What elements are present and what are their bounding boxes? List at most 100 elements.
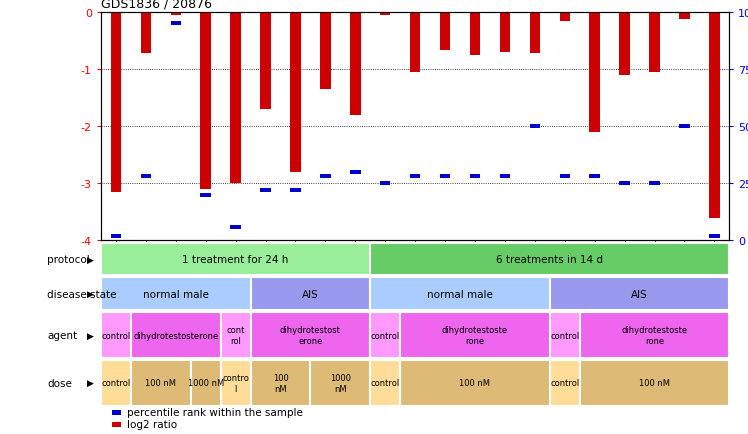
Text: control: control: [101, 378, 131, 388]
Bar: [410, 175, 420, 179]
Text: control: control: [370, 378, 400, 388]
Bar: [440, 175, 450, 179]
Bar: [221, 360, 251, 406]
Bar: [619, 13, 630, 76]
Bar: [619, 182, 630, 186]
Bar: [200, 193, 211, 197]
Bar: [310, 360, 370, 406]
Text: 1 treatment for 24 h: 1 treatment for 24 h: [183, 254, 289, 264]
Bar: [400, 312, 550, 358]
Text: control: control: [370, 331, 400, 340]
Text: contro
l: contro l: [222, 373, 249, 393]
Bar: [290, 13, 301, 172]
Bar: [131, 312, 221, 358]
Text: agent: agent: [47, 330, 77, 340]
Bar: [589, 175, 600, 179]
Bar: [350, 13, 361, 115]
Bar: [649, 13, 660, 73]
Bar: [111, 234, 121, 238]
Text: 1000 nM: 1000 nM: [188, 378, 224, 388]
Bar: [400, 360, 550, 406]
Text: protocol: protocol: [47, 254, 90, 264]
Bar: [500, 175, 510, 179]
Bar: [679, 13, 690, 20]
Bar: [589, 13, 600, 133]
Bar: [200, 13, 211, 190]
Bar: [251, 312, 370, 358]
Bar: [141, 13, 151, 54]
Text: 6 treatments in 14 d: 6 treatments in 14 d: [496, 254, 604, 264]
Bar: [440, 13, 450, 51]
Text: control: control: [550, 331, 580, 340]
Bar: [649, 182, 660, 186]
Text: control: control: [101, 331, 131, 340]
Bar: [221, 312, 251, 358]
Text: log2 ratio: log2 ratio: [127, 420, 177, 429]
Bar: [230, 13, 241, 184]
Text: AIS: AIS: [631, 289, 648, 299]
Text: 1000
nM: 1000 nM: [330, 373, 351, 393]
Bar: [350, 171, 361, 174]
Bar: [251, 360, 310, 406]
Bar: [101, 243, 370, 276]
Bar: [370, 278, 550, 310]
Bar: [530, 13, 540, 54]
Text: ▶: ▶: [87, 255, 94, 264]
Bar: [101, 312, 131, 358]
Bar: [111, 13, 121, 192]
Text: 100 nM: 100 nM: [639, 378, 670, 388]
Text: dihydrotestosterone: dihydrotestosterone: [133, 331, 218, 340]
Bar: [101, 278, 251, 310]
Bar: [131, 360, 191, 406]
Bar: [380, 13, 390, 16]
Bar: [530, 125, 540, 129]
Bar: [550, 312, 580, 358]
Bar: [500, 13, 510, 53]
Text: dihydrotestost
erone: dihydrotestost erone: [280, 326, 341, 345]
Bar: [370, 360, 400, 406]
Text: AIS: AIS: [302, 289, 319, 299]
Bar: [580, 360, 729, 406]
Text: percentile rank within the sample: percentile rank within the sample: [127, 408, 303, 417]
Bar: [101, 360, 131, 406]
Bar: [191, 360, 221, 406]
Text: ▶: ▶: [87, 378, 94, 388]
Bar: [679, 125, 690, 129]
Text: dose: dose: [47, 378, 72, 388]
Bar: [260, 189, 271, 193]
Bar: [410, 13, 420, 73]
Text: 100
nM: 100 nM: [272, 373, 289, 393]
Bar: [470, 13, 480, 56]
Text: normal male: normal male: [143, 289, 209, 299]
Text: GDS1836 / 20876: GDS1836 / 20876: [101, 0, 212, 10]
Bar: [320, 13, 331, 90]
Bar: [470, 175, 480, 179]
Bar: [560, 175, 570, 179]
Text: 100 nM: 100 nM: [459, 378, 491, 388]
Bar: [380, 182, 390, 186]
Text: ▶: ▶: [87, 331, 94, 340]
Bar: [260, 13, 271, 110]
Bar: [251, 278, 370, 310]
Text: ▶: ▶: [87, 289, 94, 299]
Text: 100 nM: 100 nM: [145, 378, 177, 388]
Bar: [141, 175, 151, 179]
Bar: [171, 23, 181, 26]
Bar: [171, 13, 181, 16]
Bar: [370, 312, 400, 358]
Text: disease state: disease state: [47, 289, 117, 299]
Text: control: control: [550, 378, 580, 388]
Bar: [230, 225, 241, 229]
Text: dihydrotestoste
rone: dihydrotestoste rone: [622, 326, 687, 345]
Bar: [290, 189, 301, 193]
Text: normal male: normal male: [427, 289, 493, 299]
Text: cont
rol: cont rol: [227, 326, 245, 345]
Bar: [550, 278, 729, 310]
Bar: [580, 312, 729, 358]
Bar: [320, 175, 331, 179]
Bar: [370, 243, 729, 276]
Bar: [709, 13, 720, 218]
Bar: [560, 13, 570, 22]
Bar: [550, 360, 580, 406]
Bar: [709, 234, 720, 238]
